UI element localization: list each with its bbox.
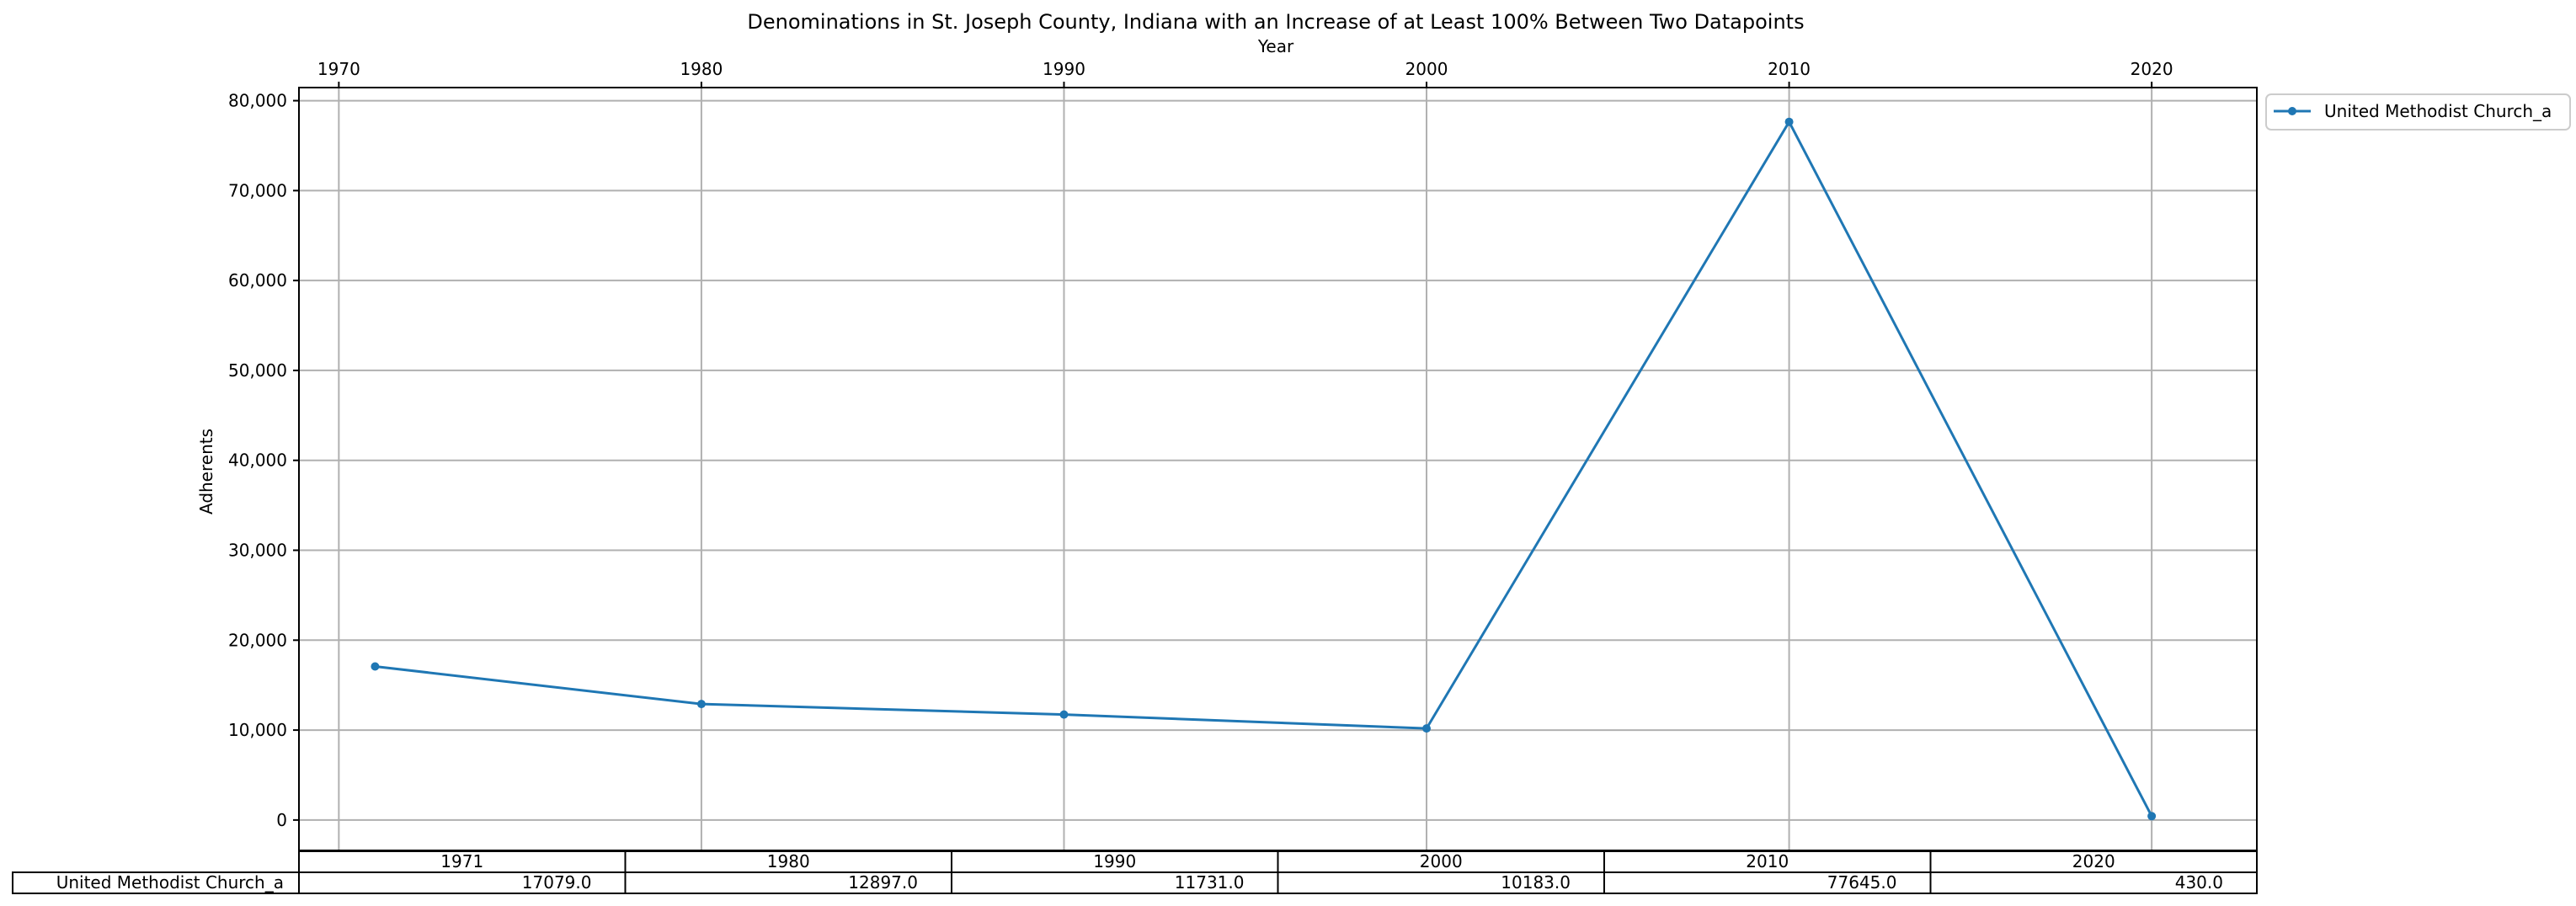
legend-frame: [2265, 93, 2571, 131]
table-cell-value: 77645.0: [1827, 872, 1897, 893]
table-cell-value: 11731.0: [1175, 872, 1245, 893]
grid: [299, 88, 2257, 850]
chart-title: Denominations in St. Joseph County, Indi…: [747, 10, 1804, 34]
table-cell-value: 10183.0: [1501, 872, 1571, 893]
plot-frame: [298, 87, 2258, 851]
table-cell: [1277, 871, 1605, 894]
x-ticks: 1970 1980 1990 2000 2010 2020: [317, 59, 2173, 88]
data-point: [696, 700, 706, 709]
y-tick-label: 10,000: [228, 720, 287, 740]
table-header-cell: [624, 850, 952, 873]
data-point: [1422, 724, 1432, 733]
table-header-label: 1990: [1093, 851, 1136, 871]
y-tick-label: 20,000: [228, 630, 287, 650]
x-tick-label: 2010: [1768, 59, 1811, 79]
table-header-label: 2000: [1420, 851, 1463, 871]
y-tick-label: 70,000: [228, 180, 287, 200]
table-header-cell: [298, 850, 627, 873]
x-tick-label: 2020: [2131, 59, 2173, 79]
data-point: [2147, 812, 2157, 821]
table-cell: [1929, 871, 2258, 894]
y-tick-label: 60,000: [228, 270, 287, 290]
x-tick-label: 1990: [1043, 59, 1085, 79]
data-table: 1971 1980 1990 2000 2010 2020 United Methodist…: [12, 850, 2258, 894]
x-tick-label: 1980: [680, 59, 723, 79]
y-tick-label: 80,000: [228, 91, 287, 111]
table-row-label-cell: [12, 871, 300, 894]
y-tick-label: 30,000: [228, 541, 287, 561]
series-line: [375, 119, 2153, 817]
table-header-label: 1971: [440, 851, 483, 871]
x-tick-label: 2000: [1405, 59, 1448, 79]
series-layer: [371, 117, 2157, 821]
x-axis-label: Year: [1257, 36, 1294, 56]
y-ticks: 0 10,000 20,000 30,000 40,000 50,000 60,000 70,…: [228, 91, 299, 830]
y-axis-label: Adherents: [196, 429, 216, 514]
legend-label: United Methodist Church_a: [2324, 101, 2552, 121]
legend: United Methodist Church_a: [2265, 93, 2571, 131]
table-cell-value: 17079.0: [522, 872, 592, 893]
table-cell: [624, 871, 952, 894]
table-cell-value: 430.0: [2175, 872, 2223, 893]
table-header-label: 2010: [1746, 851, 1789, 871]
data-point: [1784, 117, 1794, 126]
table-row-label: United Methodist Church_a: [56, 872, 284, 893]
data-point: [371, 662, 380, 671]
y-tick-label: 40,000: [228, 450, 287, 471]
y-tick-label: 50,000: [228, 360, 287, 381]
table-header-label: 2020: [2072, 851, 2115, 871]
y-tick-label: 0: [276, 810, 287, 830]
table-header-label: 1980: [767, 851, 810, 871]
x-tick-label: 1970: [317, 59, 360, 79]
table-cell-value: 12897.0: [848, 872, 918, 893]
table-cell: [1603, 871, 1932, 894]
legend-marker-icon: [2288, 107, 2296, 115]
table-cell: [951, 871, 1279, 894]
table-cell: [298, 871, 627, 894]
data-point: [1059, 710, 1069, 719]
